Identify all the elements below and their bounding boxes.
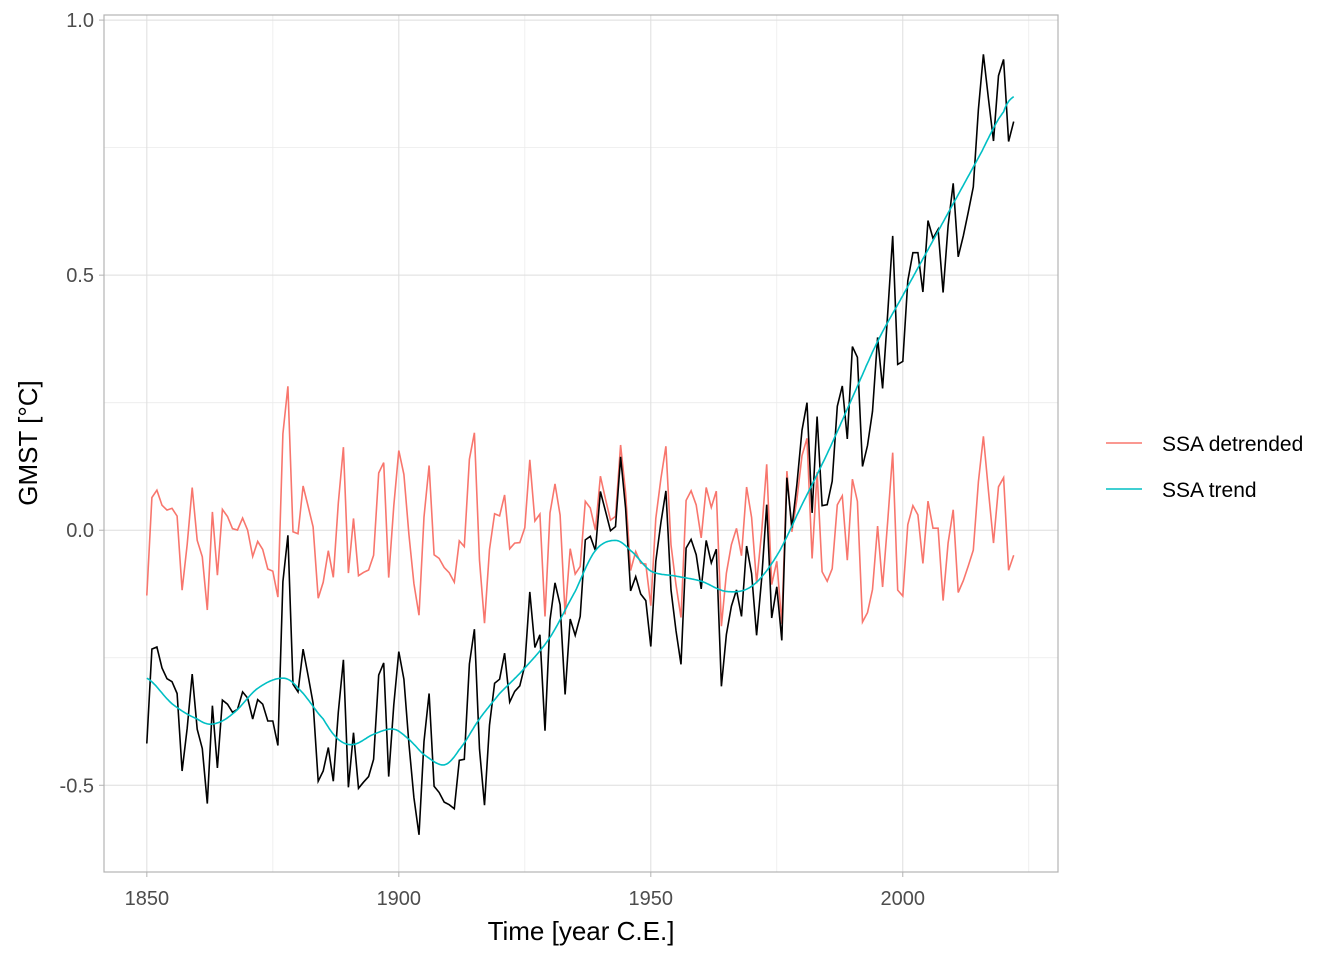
- x-tick-label: 1900: [377, 888, 422, 910]
- y-tick-label: 1.0: [66, 10, 94, 32]
- grid: [104, 15, 1058, 872]
- legend-label-detrended: SSA detrended: [1162, 433, 1303, 456]
- x-axis-title: Time [year C.E.]: [488, 916, 675, 946]
- y-axis-title: GMST [°C]: [13, 380, 43, 505]
- y-tick-label: 0.5: [66, 265, 94, 287]
- y-tick-label: -0.5: [60, 775, 94, 797]
- x-tick-label: 1850: [125, 888, 170, 910]
- x-tick-label: 2000: [881, 888, 926, 910]
- plot-panel-border: [103, 14, 1059, 873]
- series-line-gmst: [146, 54, 1015, 835]
- axes: -0.5 0.0 0.5 1.0 1850 1900 1950 2000: [60, 10, 925, 910]
- x-tick-label: 1950: [629, 888, 674, 910]
- series-line-ssa-trend: [146, 95, 1015, 766]
- series-line-ssa-detrended: [146, 386, 1015, 627]
- legend: SSA detrended SSA trend: [1106, 433, 1303, 502]
- legend-label-trend: SSA trend: [1162, 479, 1257, 502]
- y-tick-label: 0.0: [66, 520, 94, 542]
- series-layer: [146, 54, 1015, 835]
